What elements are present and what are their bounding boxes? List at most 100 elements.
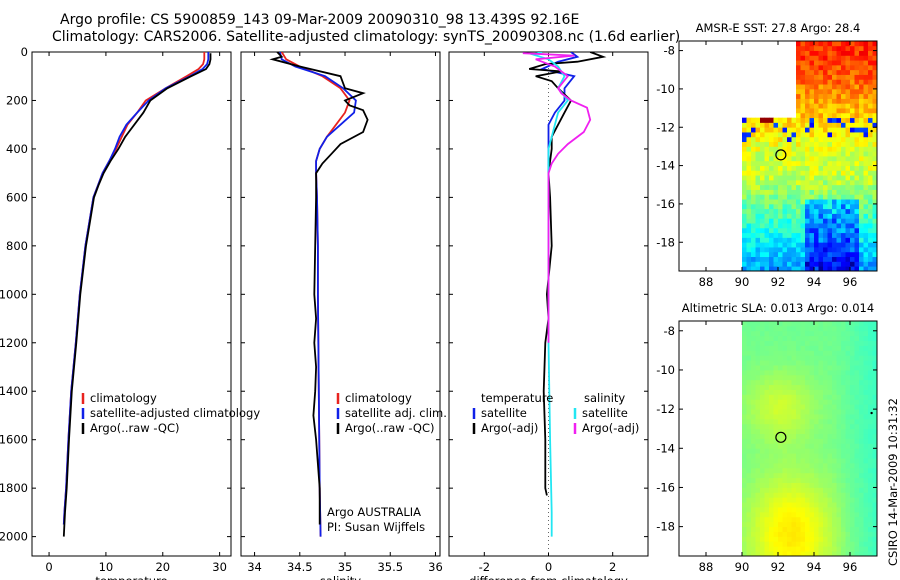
sst-map-cell (845, 179, 851, 186)
sla-map-cell (751, 448, 756, 454)
sst-map-cell (859, 127, 864, 133)
sst-map-cell (850, 208, 855, 214)
sla-map-cell (755, 536, 761, 542)
sst-map-cell (769, 218, 774, 224)
sst-map-cell (841, 122, 846, 128)
sst-map-cell (823, 213, 828, 219)
sla-map-cell (800, 379, 806, 386)
sst-map-cell (823, 98, 828, 104)
sla-map-cell (823, 526, 828, 532)
sst-map-cell (742, 132, 747, 138)
sst-map-cell (773, 232, 779, 238)
sla-map-cell (760, 546, 765, 552)
sst-map-cell (814, 136, 819, 143)
sst-map-cell (859, 237, 864, 243)
sst-map-cell (787, 194, 792, 200)
sla-map-cell (755, 541, 761, 547)
sla-map-cell (742, 521, 747, 528)
sst-map-cell (787, 218, 792, 224)
sst-map-cell (814, 151, 819, 157)
sla-map-cell (782, 507, 788, 513)
sla-map-cell (742, 335, 747, 341)
sla-map-xtick-label: 90 (735, 560, 750, 574)
sst-map-cell (832, 175, 837, 181)
sla-map-cell (751, 516, 756, 523)
sst-map-cell (872, 151, 878, 157)
sla-map-cell (872, 462, 878, 469)
sst-map-cell (854, 98, 860, 104)
sst-map-cell (823, 232, 828, 238)
sla-map-cell (818, 526, 824, 532)
sst-map-cell (791, 175, 797, 181)
sst-map-cell (823, 127, 828, 133)
sla-map-cell (809, 541, 815, 547)
sst-map-cell (854, 165, 860, 171)
sla-map-cell (836, 374, 842, 381)
sla-map-cell (814, 369, 819, 376)
sla-map-cell (845, 482, 851, 488)
sst-map-cell (742, 199, 747, 205)
sla-map-cell (854, 394, 860, 400)
sla-map-cell (814, 409, 819, 415)
sst-map-cell (805, 170, 810, 176)
sst-map-cell (778, 122, 783, 128)
sst-map-cell (742, 151, 747, 157)
sla-map-cell (764, 374, 770, 381)
sst-map-cell (787, 165, 792, 171)
sst-map-cell (814, 127, 819, 133)
sla-map-cell (764, 443, 770, 449)
sst-map-cell (805, 55, 810, 61)
sst-map-cell (746, 160, 752, 166)
sst-map-cell (868, 55, 873, 61)
sla-map-cell (778, 536, 783, 542)
sst-map-cell (782, 223, 788, 229)
sst-map-cell (823, 69, 828, 75)
sst-map-cell (859, 84, 864, 90)
sst-map-cell (868, 266, 873, 272)
sla-map-cell (863, 360, 869, 366)
sla-map-cell (769, 482, 774, 488)
difference-xlabel: difference from climatology (469, 574, 628, 580)
sla-map-cell (827, 443, 833, 449)
sla-map-cell (850, 409, 855, 415)
sla-map-cell (863, 399, 869, 405)
temperature-xtick-label: 30 (212, 560, 227, 574)
sla-map-cell (845, 472, 851, 479)
sla-map-cell (818, 409, 824, 415)
sla-map-cell (814, 389, 819, 395)
sla-map-cell (823, 340, 828, 346)
sla-map-cell (818, 521, 824, 528)
sla-map-cell (769, 472, 774, 479)
sla-map-cell (809, 423, 815, 430)
sst-map-cell (746, 136, 752, 143)
sst-map-cell (805, 136, 810, 143)
sla-map-cell (814, 507, 819, 513)
sla-map-cell (778, 462, 783, 469)
sst-map-cell (805, 179, 810, 186)
difference-legend-sal-satellite-label: satellite (582, 406, 628, 420)
sla-map-cell (769, 399, 774, 405)
sla-map-cell (827, 438, 833, 444)
sst-map-cell (872, 79, 878, 85)
sla-map-cell (805, 453, 810, 459)
sla-map-cell (809, 502, 815, 508)
sst-map-cell (809, 189, 815, 195)
sst-map-cell (764, 141, 770, 147)
sla-map-cell (872, 546, 878, 552)
sla-map-cell (746, 350, 752, 356)
sst-map-cell (782, 146, 788, 152)
sst-map-cell (868, 74, 873, 80)
sst-map-cell (850, 175, 855, 181)
sst-map-ytick-label: -18 (656, 235, 675, 249)
sst-map-cell (818, 251, 824, 258)
sla-map-cell (868, 467, 873, 474)
sst-map-cell (769, 117, 774, 123)
sla-map-cell (760, 414, 765, 420)
sst-map-cell (764, 184, 770, 190)
sst-map-cell (859, 122, 864, 128)
sla-map-cell (827, 433, 833, 439)
sst-map-cell (782, 203, 788, 210)
sst-map-cell (850, 69, 855, 75)
sla-map-cell (760, 433, 765, 439)
sla-map-cell (796, 428, 801, 435)
